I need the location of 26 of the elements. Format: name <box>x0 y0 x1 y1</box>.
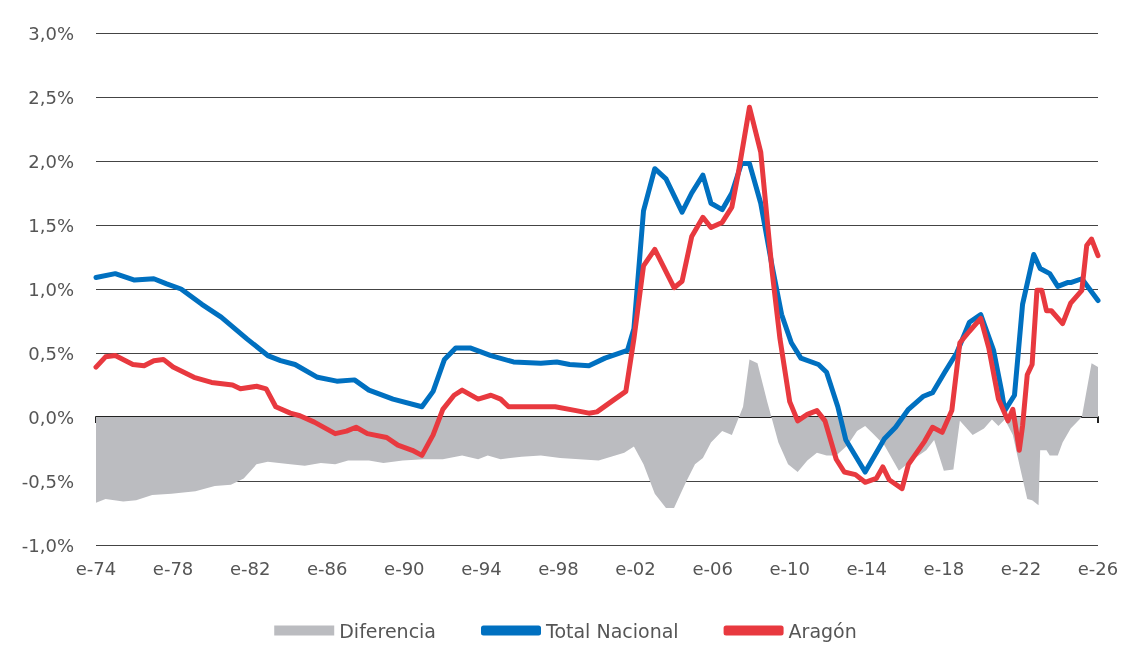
legend-label: Total Nacional <box>545 619 679 642</box>
y-tick-label: 3,0% <box>28 22 74 44</box>
y-tick-label: 2,5% <box>28 86 74 108</box>
x-tick-label: e-78 <box>152 557 194 579</box>
x-tick-label: e-02 <box>615 557 656 579</box>
x-tick-label: e-86 <box>306 557 348 579</box>
x-tick-label: e-90 <box>384 557 425 579</box>
y-tick-label: 0,0% <box>28 406 74 428</box>
y-tick-label: 0,5% <box>28 342 74 364</box>
x-tick-label: e-94 <box>461 557 502 579</box>
x-tick-label: e-14 <box>846 557 888 579</box>
y-tick-label: -0,5% <box>21 470 74 492</box>
y-tick-label: 1,0% <box>28 278 74 300</box>
x-tick-label: e-18 <box>923 557 965 579</box>
x-tick-label: e-06 <box>692 557 733 579</box>
legend-label: Aragón <box>788 619 857 642</box>
x-tick-label: e-74 <box>75 557 117 579</box>
x-tick-label: e-22 <box>1000 557 1042 579</box>
y-tick-label: 2,0% <box>28 150 74 172</box>
x-tick-label: e-26 <box>1077 557 1119 579</box>
x-tick-label: e-82 <box>229 557 271 579</box>
legend-label: Diferencia <box>339 619 437 642</box>
y-tick-label: 1,5% <box>28 214 74 236</box>
y-tick-label: -1,0% <box>21 534 74 556</box>
x-tick-label: e-10 <box>769 557 810 579</box>
x-tick-label: e-98 <box>538 557 579 579</box>
